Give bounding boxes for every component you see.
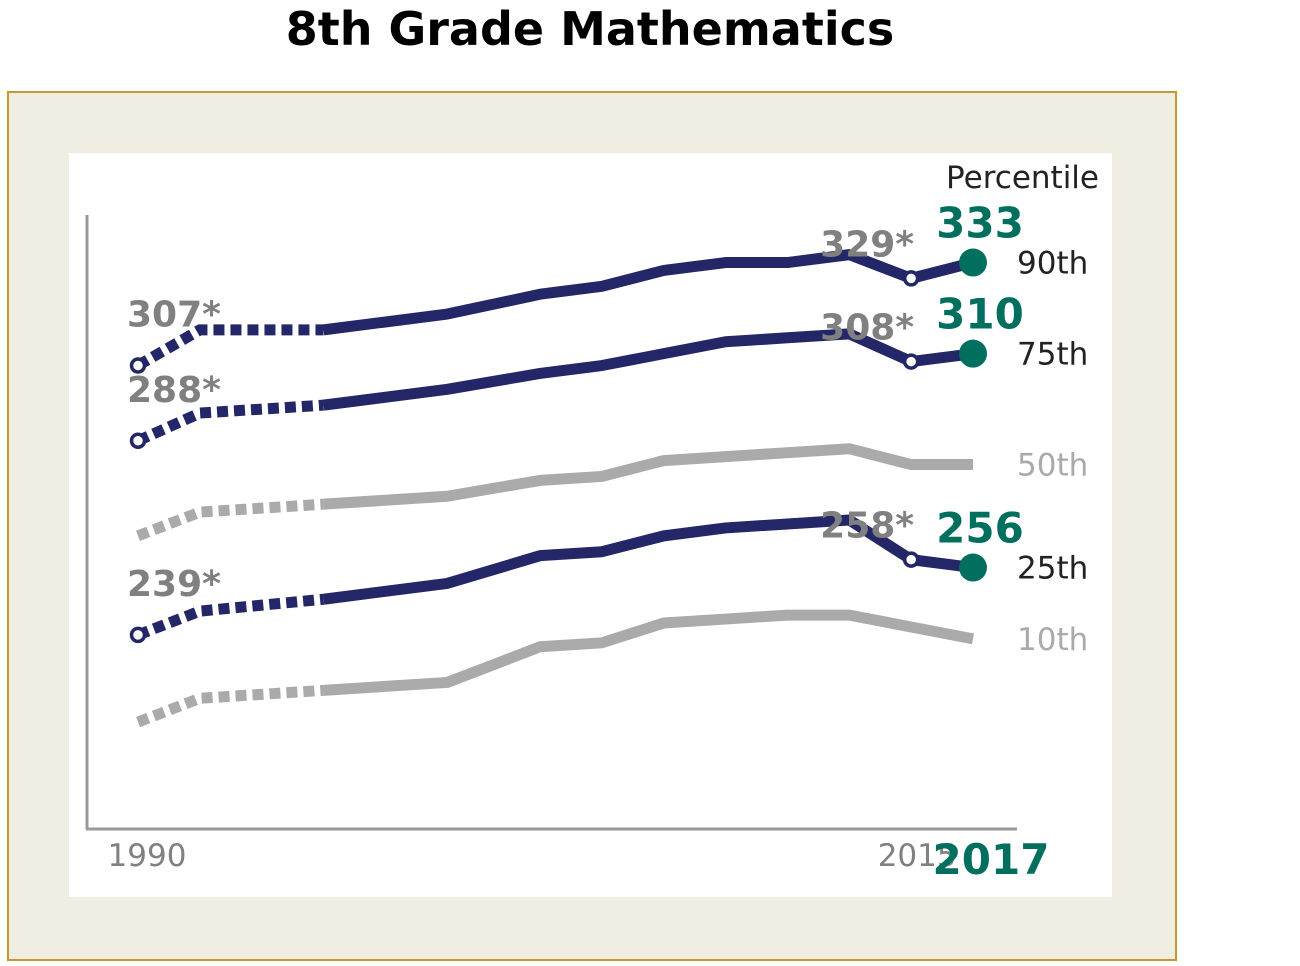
series-50th-dotted-line <box>136 498 324 541</box>
label-layer: 90th 307* 329* 333 75th 288* 308* 310 50th 25th 23… <box>108 199 1089 884</box>
series-90th-end-marker <box>959 248 987 277</box>
series-50th-line <box>323 443 973 510</box>
series-90th-dotted-line <box>135 324 324 371</box>
series-75th-end-value: 310 <box>936 290 1024 339</box>
series-75th-value-1990: 288* <box>127 370 221 411</box>
x-tick-label-2017: 2017 <box>933 835 1050 884</box>
series-90th-marker-1990 <box>129 357 147 374</box>
series-90th-end-value: 333 <box>936 199 1024 248</box>
series-90th-value-2015: 329* <box>820 224 914 265</box>
x-tick-label-1990: 1990 <box>108 838 187 874</box>
series-25th-marker-2015 <box>902 551 920 568</box>
series-25th-end-value: 256 <box>936 504 1024 553</box>
chart-title: 8th Grade Mathematics <box>285 2 895 56</box>
series-25th-name: 25th <box>1017 551 1088 587</box>
series-90th-name: 90th <box>1017 246 1088 282</box>
series-75th-marker-1990 <box>129 432 147 450</box>
series-90th-line <box>322 249 975 336</box>
series-75th-end-marker <box>959 339 987 368</box>
series-10th-name: 10th <box>1017 622 1088 658</box>
series-75th-marker-2015 <box>902 353 920 370</box>
x-tick-label-2015: 2015 <box>878 838 957 874</box>
series-25th-end-marker <box>959 553 987 582</box>
series-25th-line <box>322 514 974 605</box>
series-25th-dotted-line <box>136 593 325 641</box>
series-75th-value-2015: 308* <box>820 308 914 349</box>
series-50th-name: 50th <box>1017 448 1088 484</box>
series-75th-line <box>322 328 974 411</box>
legend-title: Percentile <box>946 160 1099 196</box>
series-90th-value-1990: 307* <box>127 295 221 336</box>
series-10th-line <box>323 609 975 696</box>
series-75th-dotted-line <box>135 399 324 446</box>
series-75th-name: 75th <box>1017 337 1088 373</box>
series-25th-marker-1990 <box>129 626 147 644</box>
series-10th-dotted-line <box>136 684 324 728</box>
series-25th-value-2015: 258* <box>820 506 914 547</box>
series-layer <box>135 249 975 728</box>
series-90th-marker-2015 <box>902 270 920 287</box>
series-25th-value-1990: 239* <box>127 564 221 605</box>
